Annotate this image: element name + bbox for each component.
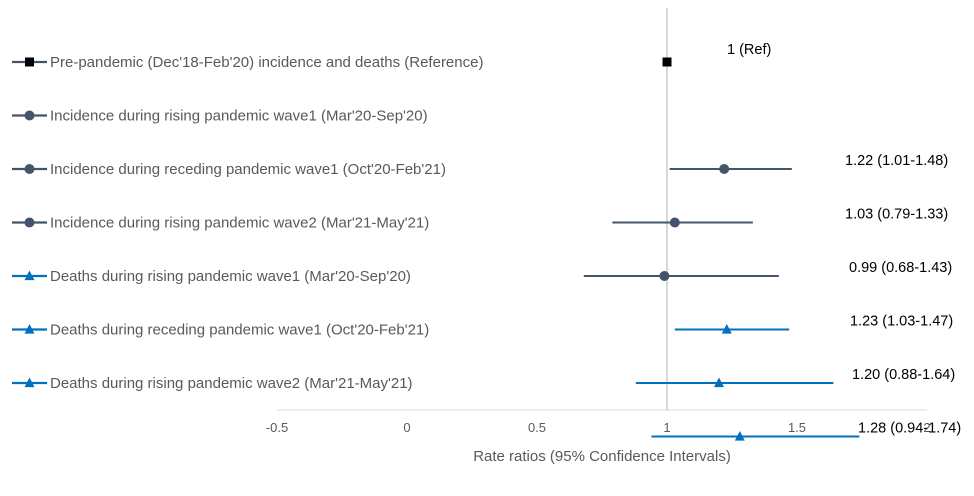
data-label: 1.20 (0.88-1.64) — [852, 367, 955, 383]
data-label: 0.99 (0.68-1.43) — [849, 260, 952, 276]
x-tick-label: 0.5 — [528, 420, 546, 435]
data-label: 1 (Ref) — [727, 42, 771, 58]
legend-label: Deaths during receding pandemic wave1 (O… — [50, 322, 429, 339]
point-estimate — [662, 57, 672, 67]
legend-marker — [24, 377, 35, 388]
legend-label: Deaths during rising pandemic wave2 (Mar… — [50, 375, 413, 392]
x-tick-label: 1 — [663, 420, 670, 435]
point-estimate — [719, 164, 730, 174]
data-label: 1.22 (1.01-1.48) — [845, 153, 948, 169]
point-estimate — [714, 377, 724, 388]
data-label: 1.23 (1.03-1.47) — [850, 314, 953, 330]
legend: Pre-pandemic (Dec'18-Feb'20) incidence a… — [12, 54, 483, 392]
point-estimate — [734, 431, 745, 441]
data-label: 1.03 (0.79-1.33) — [845, 207, 948, 223]
legend-marker — [24, 110, 35, 121]
x-axis: -0.5 0 0.5 1 1.5 2 — [266, 409, 931, 435]
legend-label: Pre-pandemic (Dec'18-Feb'20) incidence a… — [50, 54, 483, 71]
x-tick-label: 2 — [923, 420, 930, 435]
legend-marker — [24, 270, 35, 281]
x-tick-label: 0 — [403, 420, 410, 435]
legend-label: Deaths during rising pandemic wave1 (Mar… — [50, 268, 411, 285]
legend-label: Incidence during rising pandemic wave1 (… — [50, 108, 428, 125]
data-marks: 1 (Ref) 1.22 (1.01-1.48) 1.03 (0.79-1.33) 0… — [583, 42, 961, 441]
point-estimate — [669, 217, 680, 228]
legend-marker — [25, 57, 34, 67]
legend-label: Incidence during rising pandemic wave2 (… — [50, 215, 429, 232]
x-axis-title: Rate ratios (95% Confidence Intervals) — [473, 448, 731, 465]
point-estimate — [721, 324, 732, 334]
x-tick-label: 1.5 — [788, 420, 806, 435]
legend-label: Incidence during receding pandemic wave1… — [50, 161, 446, 178]
legend-marker — [24, 324, 35, 334]
x-tick-label: -0.5 — [266, 420, 288, 435]
legend-marker — [24, 164, 35, 174]
legend-marker — [24, 217, 35, 228]
data-label: 1.28 (0.94-1.74) — [858, 421, 961, 437]
point-estimate — [659, 271, 670, 281]
